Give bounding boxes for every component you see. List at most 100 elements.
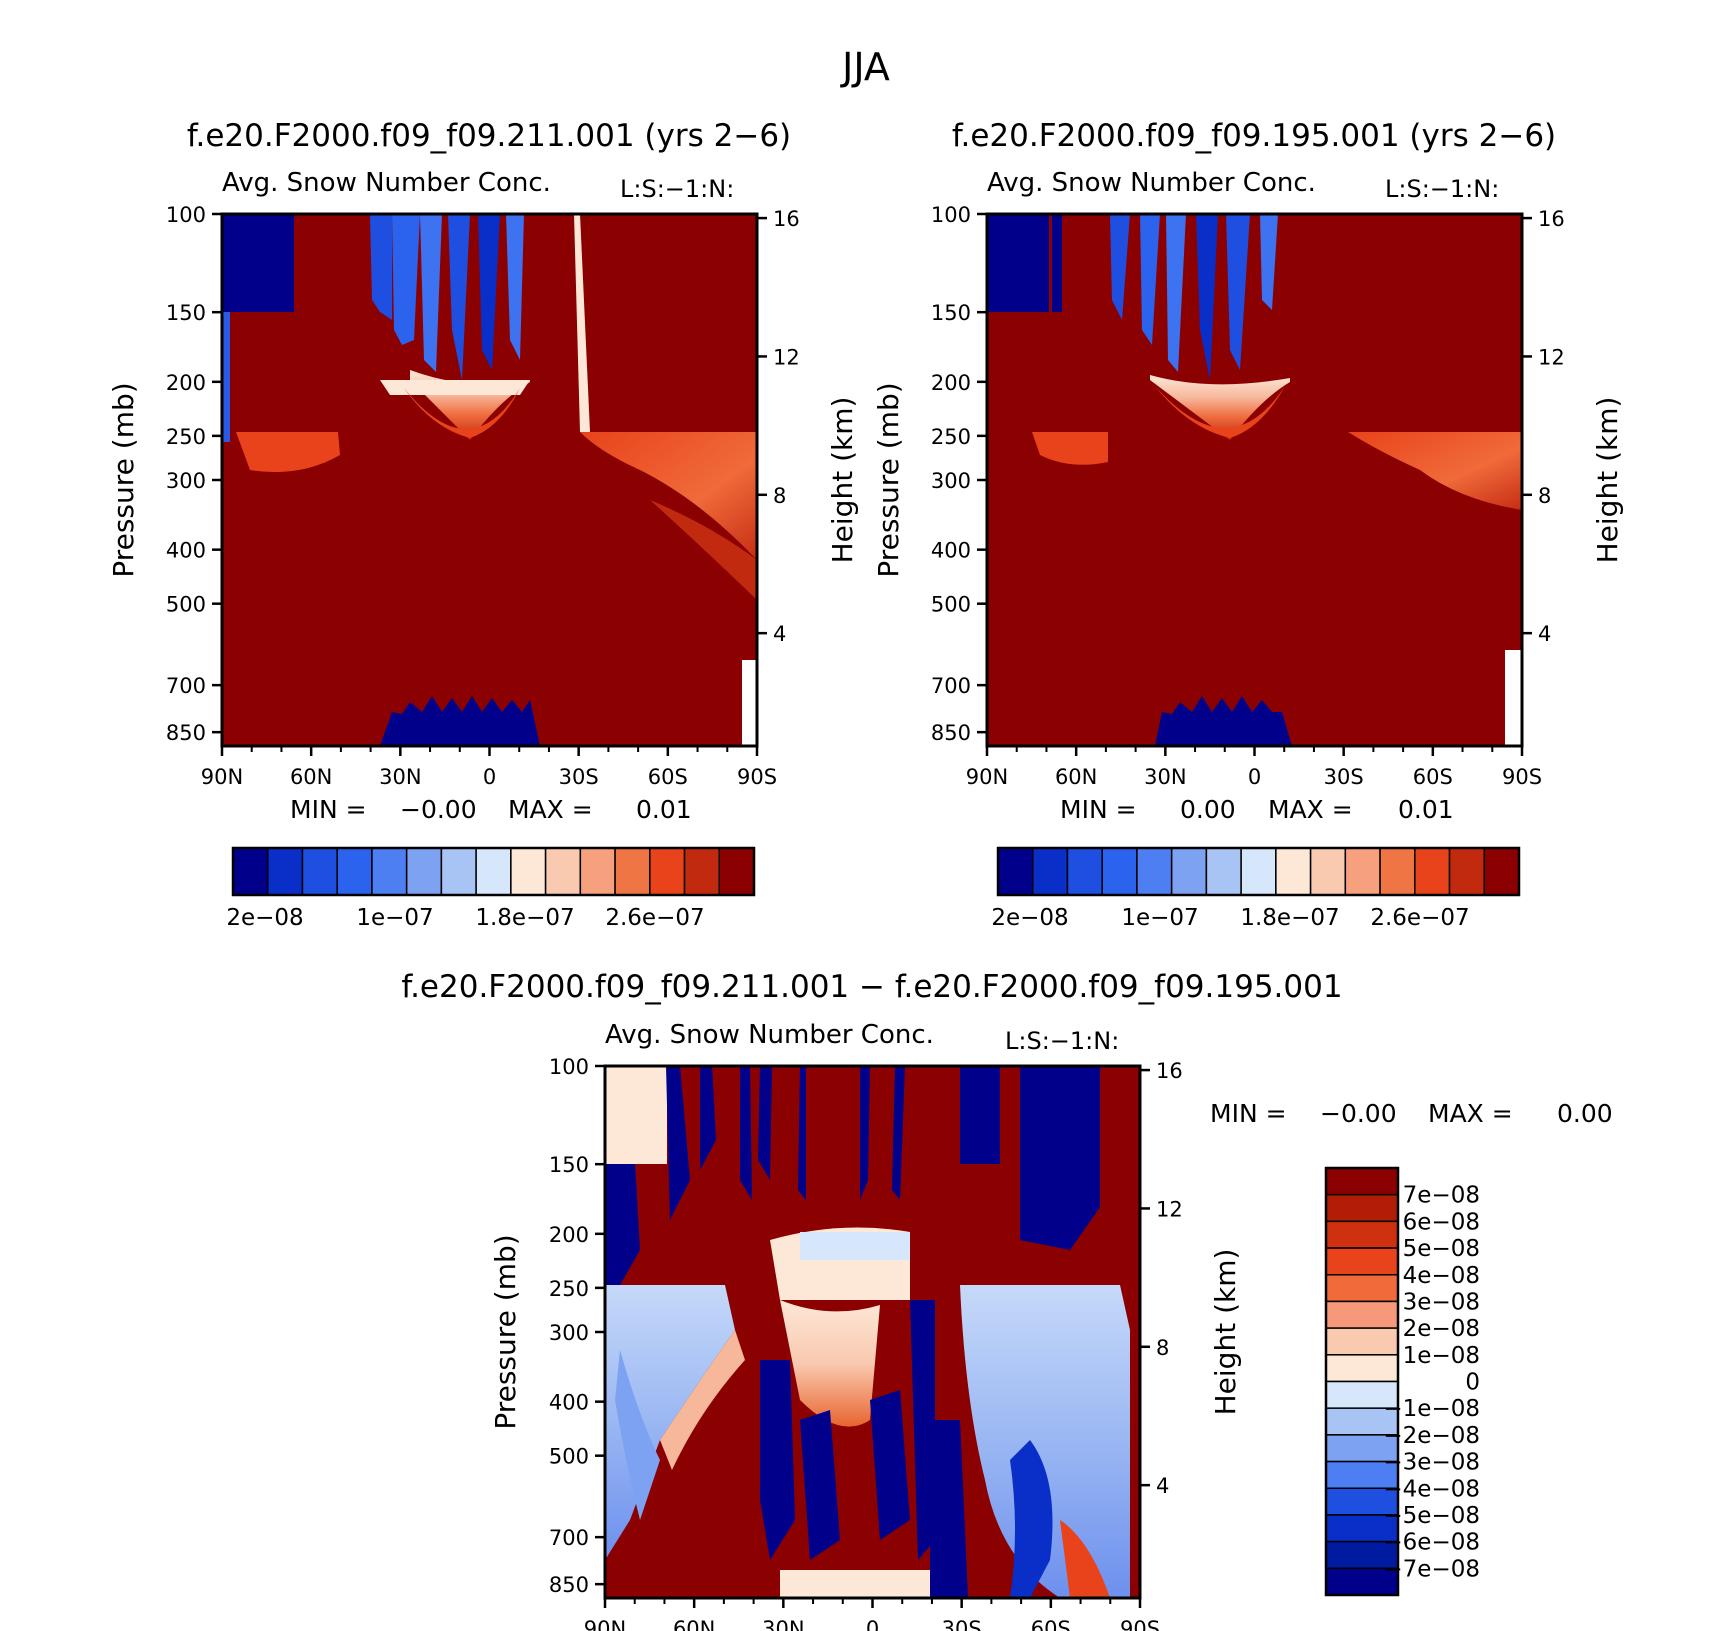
colorbar-box: [1240, 847, 1277, 896]
field-blue-region: [1020, 1066, 1105, 1250]
field-blue-column: [930, 1420, 968, 1598]
colorbar-box: [301, 847, 338, 896]
panel-1-subtitle: Avg. Snow Number Conc.: [222, 168, 551, 198]
colorbar-box: [1136, 847, 1173, 896]
colorbar-box: [1325, 1220, 1399, 1249]
y-tick-label: 700: [166, 674, 206, 698]
field-red-streak: [1125, 1066, 1133, 1240]
x-tick-label: 60S: [648, 765, 688, 789]
colorbar-label: −7e−08: [1383, 1556, 1480, 1582]
x-tick-label: 0: [1248, 765, 1261, 789]
field-polar-blue-block: [222, 214, 294, 312]
colorbar-box: [1325, 1167, 1399, 1196]
field-cream-edge: [660, 1330, 745, 1470]
colorbar-box: [1325, 1460, 1399, 1489]
field-blue-column: [760, 1360, 795, 1560]
colorbar-frame: [231, 846, 756, 897]
y-tick-label: 850: [166, 721, 206, 745]
colorbar-box: [1325, 1354, 1399, 1383]
field-blue-streak: [1166, 214, 1186, 372]
field-surface-blue: [1155, 696, 1292, 746]
y-tick-label: 700: [931, 674, 971, 698]
colorbar-label: −5e−08: [1383, 1503, 1480, 1529]
y-tick-label: 300: [549, 1321, 589, 1345]
field-blue-streak: [1260, 214, 1278, 310]
panel-1-ylabel-right: Height (km): [826, 397, 859, 564]
colorbar-box: [1101, 847, 1138, 896]
colorbar-box: [1205, 847, 1242, 896]
panel-1-cbar-label: 1.8e−07: [475, 905, 574, 931]
x-tick-label: 60N: [1055, 765, 1097, 789]
colorbar-box: [1325, 1567, 1399, 1596]
field-warm-core: [1150, 375, 1290, 440]
colorbar-box: [266, 847, 304, 896]
field-warm-band: [380, 380, 530, 395]
colorbar-box: [1325, 1300, 1399, 1329]
panel-3: f.e20.F2000.f09_f09.211.001 − f.e20.F200…: [401, 969, 1612, 1631]
colorbar-box: [1170, 847, 1208, 896]
panel-2-min-value: 0.00: [1180, 795, 1236, 824]
colorbar-label: 5e−08: [1403, 1236, 1480, 1262]
colorbar-box: [1414, 847, 1451, 896]
panel-2-ylabel-right: Height (km): [1591, 397, 1624, 564]
height-tick-label: 8: [1538, 484, 1551, 508]
x-tick-label: 60N: [673, 1617, 715, 1631]
field-blue-streak: [506, 214, 524, 360]
field-warm-lobe: [404, 388, 520, 438]
colorbar-label: −4e−08: [1383, 1476, 1480, 1502]
panel-1: f.e20.F2000.f09_f09.211.001 (yrs 2−6) Av…: [107, 118, 859, 931]
field-blue-streak: [370, 214, 392, 320]
field-light-streak: [574, 214, 590, 432]
field-blue-streak: [892, 1066, 905, 1200]
y-tick-label: 850: [549, 1573, 589, 1597]
panel-2-cbar-label: 2.6e−07: [1370, 905, 1469, 931]
field-blue-streak: [1226, 214, 1250, 370]
colorbar-box: [371, 847, 408, 896]
panel-1-max-value: 0.01: [636, 795, 692, 824]
colorbar-box: [1309, 847, 1347, 896]
field-blue-streak: [758, 1066, 772, 1180]
y-tick-label: 150: [166, 301, 206, 325]
colorbar-box: [510, 847, 547, 896]
panel-1-ylabel-left: Pressure (mb): [107, 382, 140, 577]
colorbar-box: [232, 847, 269, 896]
field-blue-core: [1010, 1440, 1053, 1598]
x-tick-label: 30S: [559, 765, 599, 789]
x-tick-label: 30S: [1324, 765, 1364, 789]
field-cream-block: [605, 1066, 667, 1164]
panel-1-colorbar: [231, 846, 756, 897]
panel-2-cbar-label: 1e−07: [1121, 905, 1198, 931]
panel-3-min-value: −0.00: [1320, 1099, 1397, 1128]
panel-2-axes: 90N 60N 30N 0 30S 60S 90S 100 150 200 250 300 400 500…: [931, 203, 1565, 789]
x-tick-label: 60S: [1413, 765, 1453, 789]
y-tick-label: 400: [549, 1391, 589, 1415]
field-blue-region: [605, 1164, 640, 1285]
colorbar-box: [1325, 1247, 1399, 1276]
field-blue-column: [870, 1390, 910, 1540]
colorbar-box: [440, 847, 477, 896]
height-tick-label: 4: [773, 622, 786, 646]
height-tick-label: 12: [773, 345, 800, 369]
x-tick-label: 30N: [379, 765, 421, 789]
colorbar-label: 2e−08: [1403, 1316, 1480, 1342]
panel-1-cbar-label: 2e−08: [226, 905, 303, 931]
field-pale-blue-core: [800, 1232, 910, 1260]
panel-2-cbar-label: 1.8e−07: [1240, 905, 1339, 931]
field-warm-corner: [1060, 1520, 1110, 1598]
panel-3-min-label: MIN =: [1210, 1099, 1287, 1128]
panel-3-field: [605, 1066, 1140, 1598]
y-tick-label: 200: [549, 1223, 589, 1247]
x-tick-label: 90N: [201, 765, 243, 789]
colorbar-box: [1344, 847, 1381, 896]
colorbar-label: 6e−08: [1403, 1209, 1480, 1235]
y-tick-label: 400: [931, 539, 971, 563]
colorbar-label: 1e−08: [1403, 1343, 1480, 1369]
height-tick-label: 16: [773, 207, 800, 231]
y-tick-label: 400: [166, 539, 206, 563]
panel-2-level-label: L:S:−1:N:: [1385, 175, 1499, 203]
panel-2-max-value: 0.01: [1398, 795, 1454, 824]
colorbar-box: [1275, 847, 1312, 896]
colorbar-box: [1325, 1274, 1399, 1303]
colorbar-box: [718, 847, 755, 896]
y-tick-label: 100: [549, 1055, 589, 1079]
